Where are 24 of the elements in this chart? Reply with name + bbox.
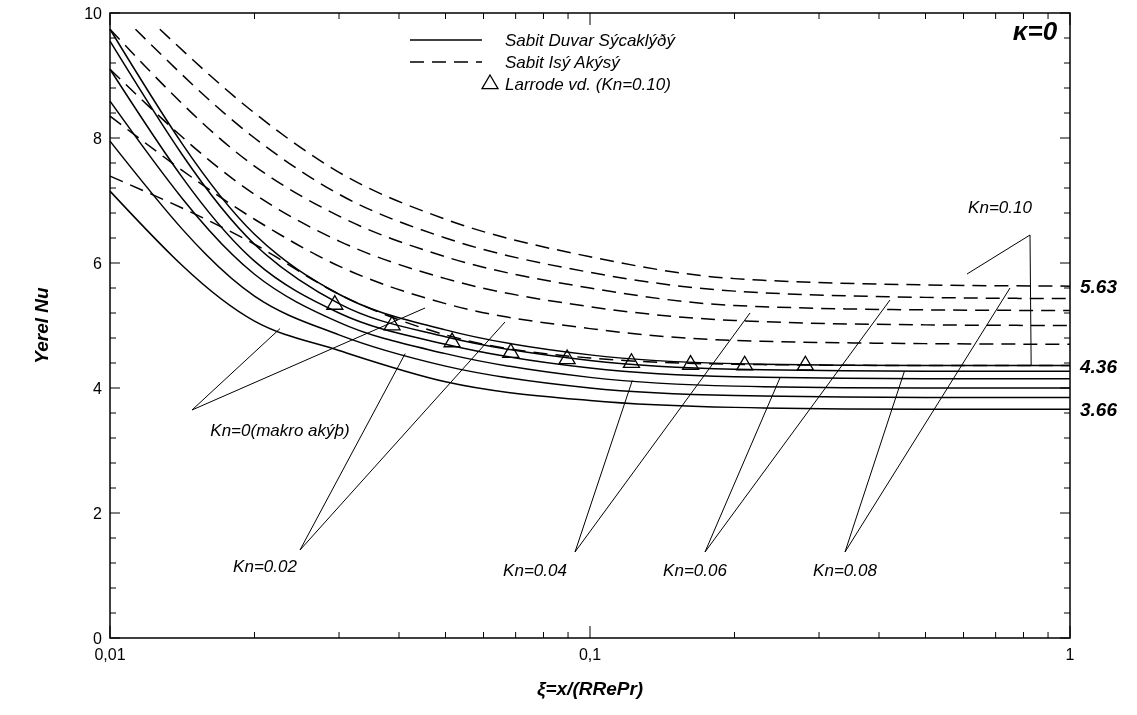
- annotation: 4.36: [1079, 355, 1118, 377]
- annotation: Kn=0.10: [968, 198, 1033, 217]
- y-tick-label: 4: [93, 380, 103, 397]
- annotation: κ=0: [1012, 16, 1058, 46]
- y-tick-label: 10: [84, 5, 103, 22]
- annotation: Kn=0.02: [233, 557, 298, 576]
- legend-label: Sabit Isý Akýsý: [505, 53, 622, 72]
- y-tick-label: 6: [93, 255, 103, 272]
- x-axis-title: ξ=x/(RRePr): [536, 678, 644, 700]
- y-axis-title: Yerel Nu: [31, 286, 52, 364]
- annotation: Kn=0.06: [663, 561, 728, 580]
- y-tick-label: 8: [93, 130, 103, 147]
- x-tick-label: 0,1: [578, 646, 602, 663]
- y-tick-label: 0: [93, 630, 103, 647]
- annotation: 5.63: [1080, 276, 1118, 298]
- annotation: 3.66: [1080, 399, 1118, 421]
- y-tick-label: 2: [93, 505, 103, 522]
- annotation: Kn=0.04: [503, 561, 567, 580]
- legend-label: Sabit Duvar Sýcaklýðý: [505, 31, 677, 50]
- annotation: Kn=0.08: [813, 561, 878, 580]
- annotation: Kn=0(makro akýþ): [210, 421, 350, 440]
- x-tick-label: 1: [1065, 646, 1075, 663]
- legend-label: Larrode vd. (Kn=0.10): [505, 75, 671, 94]
- x-tick-label: 0,01: [94, 646, 126, 663]
